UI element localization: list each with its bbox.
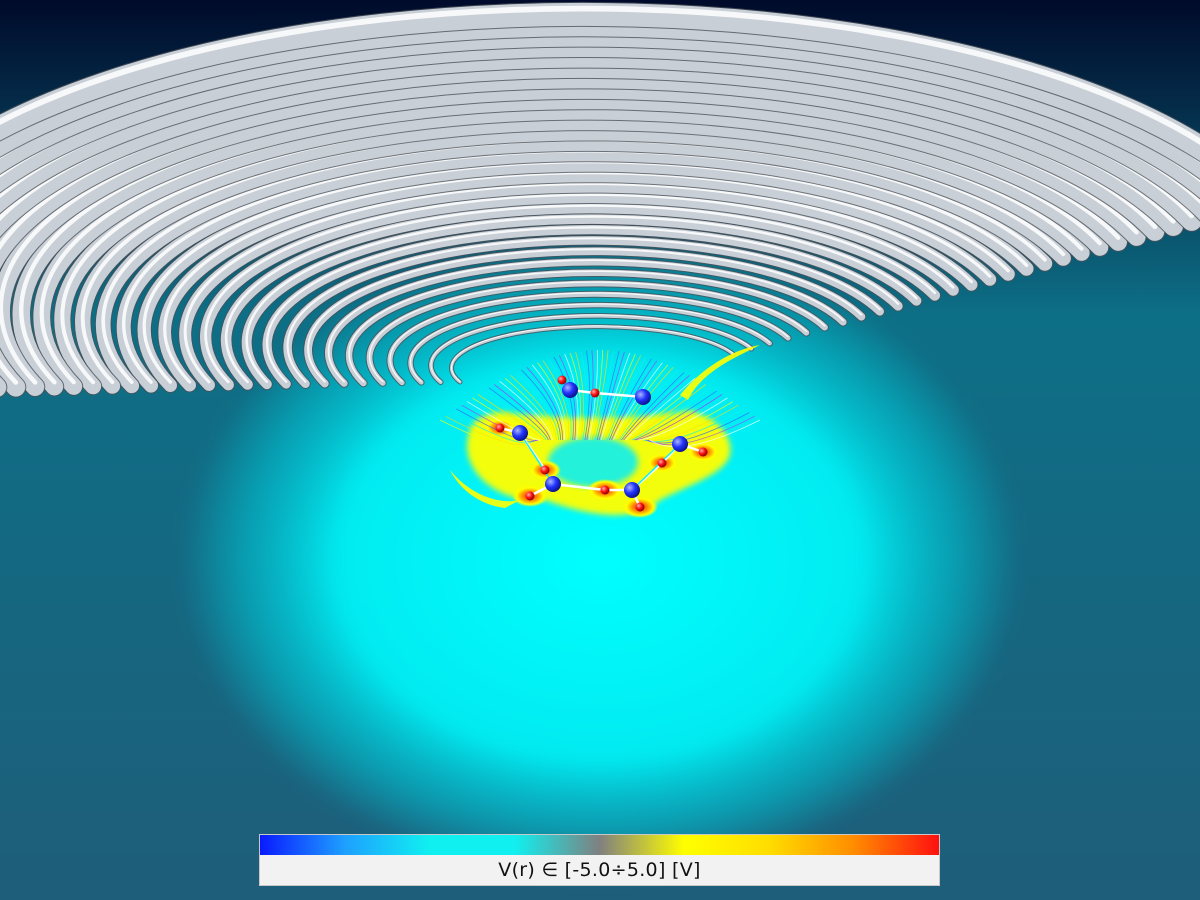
fine-field-line: [613, 362, 663, 441]
fine-field-line: [631, 387, 712, 441]
fine-field-line: [649, 419, 761, 448]
field-line-tube-highlight: [183, 182, 973, 384]
molecule: [495, 375, 708, 512]
fine-field-line: [499, 380, 553, 441]
colorbar-gradient: [260, 835, 939, 855]
field-line-tube-highlight: [163, 171, 992, 384]
fine-field-line: [623, 375, 690, 441]
field-line-tube-highlight: [204, 193, 955, 384]
fine-field-line: [604, 355, 642, 441]
fine-field-line: [625, 377, 696, 441]
field-line-tube: [0, 69, 1165, 397]
fine-field-line: [548, 358, 572, 441]
colorbar-legend: V(r) ∈ [-5.0÷5.0] [V]: [259, 834, 940, 886]
fine-field-line: [456, 408, 537, 443]
fine-field-line: [515, 372, 559, 441]
fine-field-line: [493, 384, 551, 441]
fine-field-line: [575, 351, 584, 441]
field-line-tube-highlight: [307, 248, 863, 383]
fine-field-line: [488, 387, 549, 441]
fine-field-line: [521, 369, 561, 441]
fine-field-line: [526, 367, 563, 441]
fine-field-line: [629, 384, 707, 441]
field-line-tube-highlight: [266, 226, 900, 383]
fine-field-line: [619, 369, 679, 441]
nitrogen-atoms: [512, 382, 688, 498]
fine-field-line: [531, 364, 566, 441]
fine-field-line: [580, 351, 587, 441]
fine-field-line: [542, 360, 570, 441]
potential-surface: [450, 345, 760, 518]
fine-field-line: [564, 354, 579, 441]
field-line-tube-highlight: [409, 303, 771, 382]
fine-field-line: [450, 412, 535, 444]
fine-field-line: [504, 377, 555, 441]
field-line-tube-highlight: [389, 292, 789, 383]
field-line-tube-highlight: [430, 314, 752, 382]
field-line-tube-highlight: [224, 204, 937, 384]
fine-field-line: [611, 360, 658, 441]
colorbar-label: V(r) ∈ [-5.0÷5.0] [V]: [498, 859, 701, 881]
field-line-tube-highlight: [0, 5, 1200, 146]
fine-field-line: [608, 358, 652, 441]
fine-field-line: [637, 397, 728, 441]
field-line-tube-highlight: [245, 215, 918, 383]
fine-field-line: [633, 390, 717, 441]
field-line-tube-highlight: [368, 281, 808, 383]
field-line-tube: [0, 2, 1200, 162]
field-line-tube-highlight: [348, 270, 826, 383]
fine-field-line: [510, 375, 557, 441]
oxygen-atoms: [495, 375, 708, 512]
potential-glow: [180, 240, 1020, 880]
field-line-tube-highlight: [450, 325, 734, 382]
fine-field-line: [635, 394, 723, 441]
fine-field-line: [617, 367, 674, 441]
field-line-tube-highlight: [286, 237, 881, 383]
fine-field-line: [621, 372, 685, 441]
fine-field-line: [606, 356, 647, 441]
fine-field-line: [483, 390, 547, 441]
fine-field-line: [569, 352, 582, 441]
fine-field-line: [537, 362, 568, 441]
fine-field-line: [477, 394, 545, 441]
fine-field-line: [615, 364, 669, 441]
field-line-tube-highlight: [327, 259, 844, 383]
fine-field-line: [627, 380, 701, 441]
fine-field-line: [639, 401, 734, 441]
field-line-tubes-back: [0, 1, 1200, 398]
